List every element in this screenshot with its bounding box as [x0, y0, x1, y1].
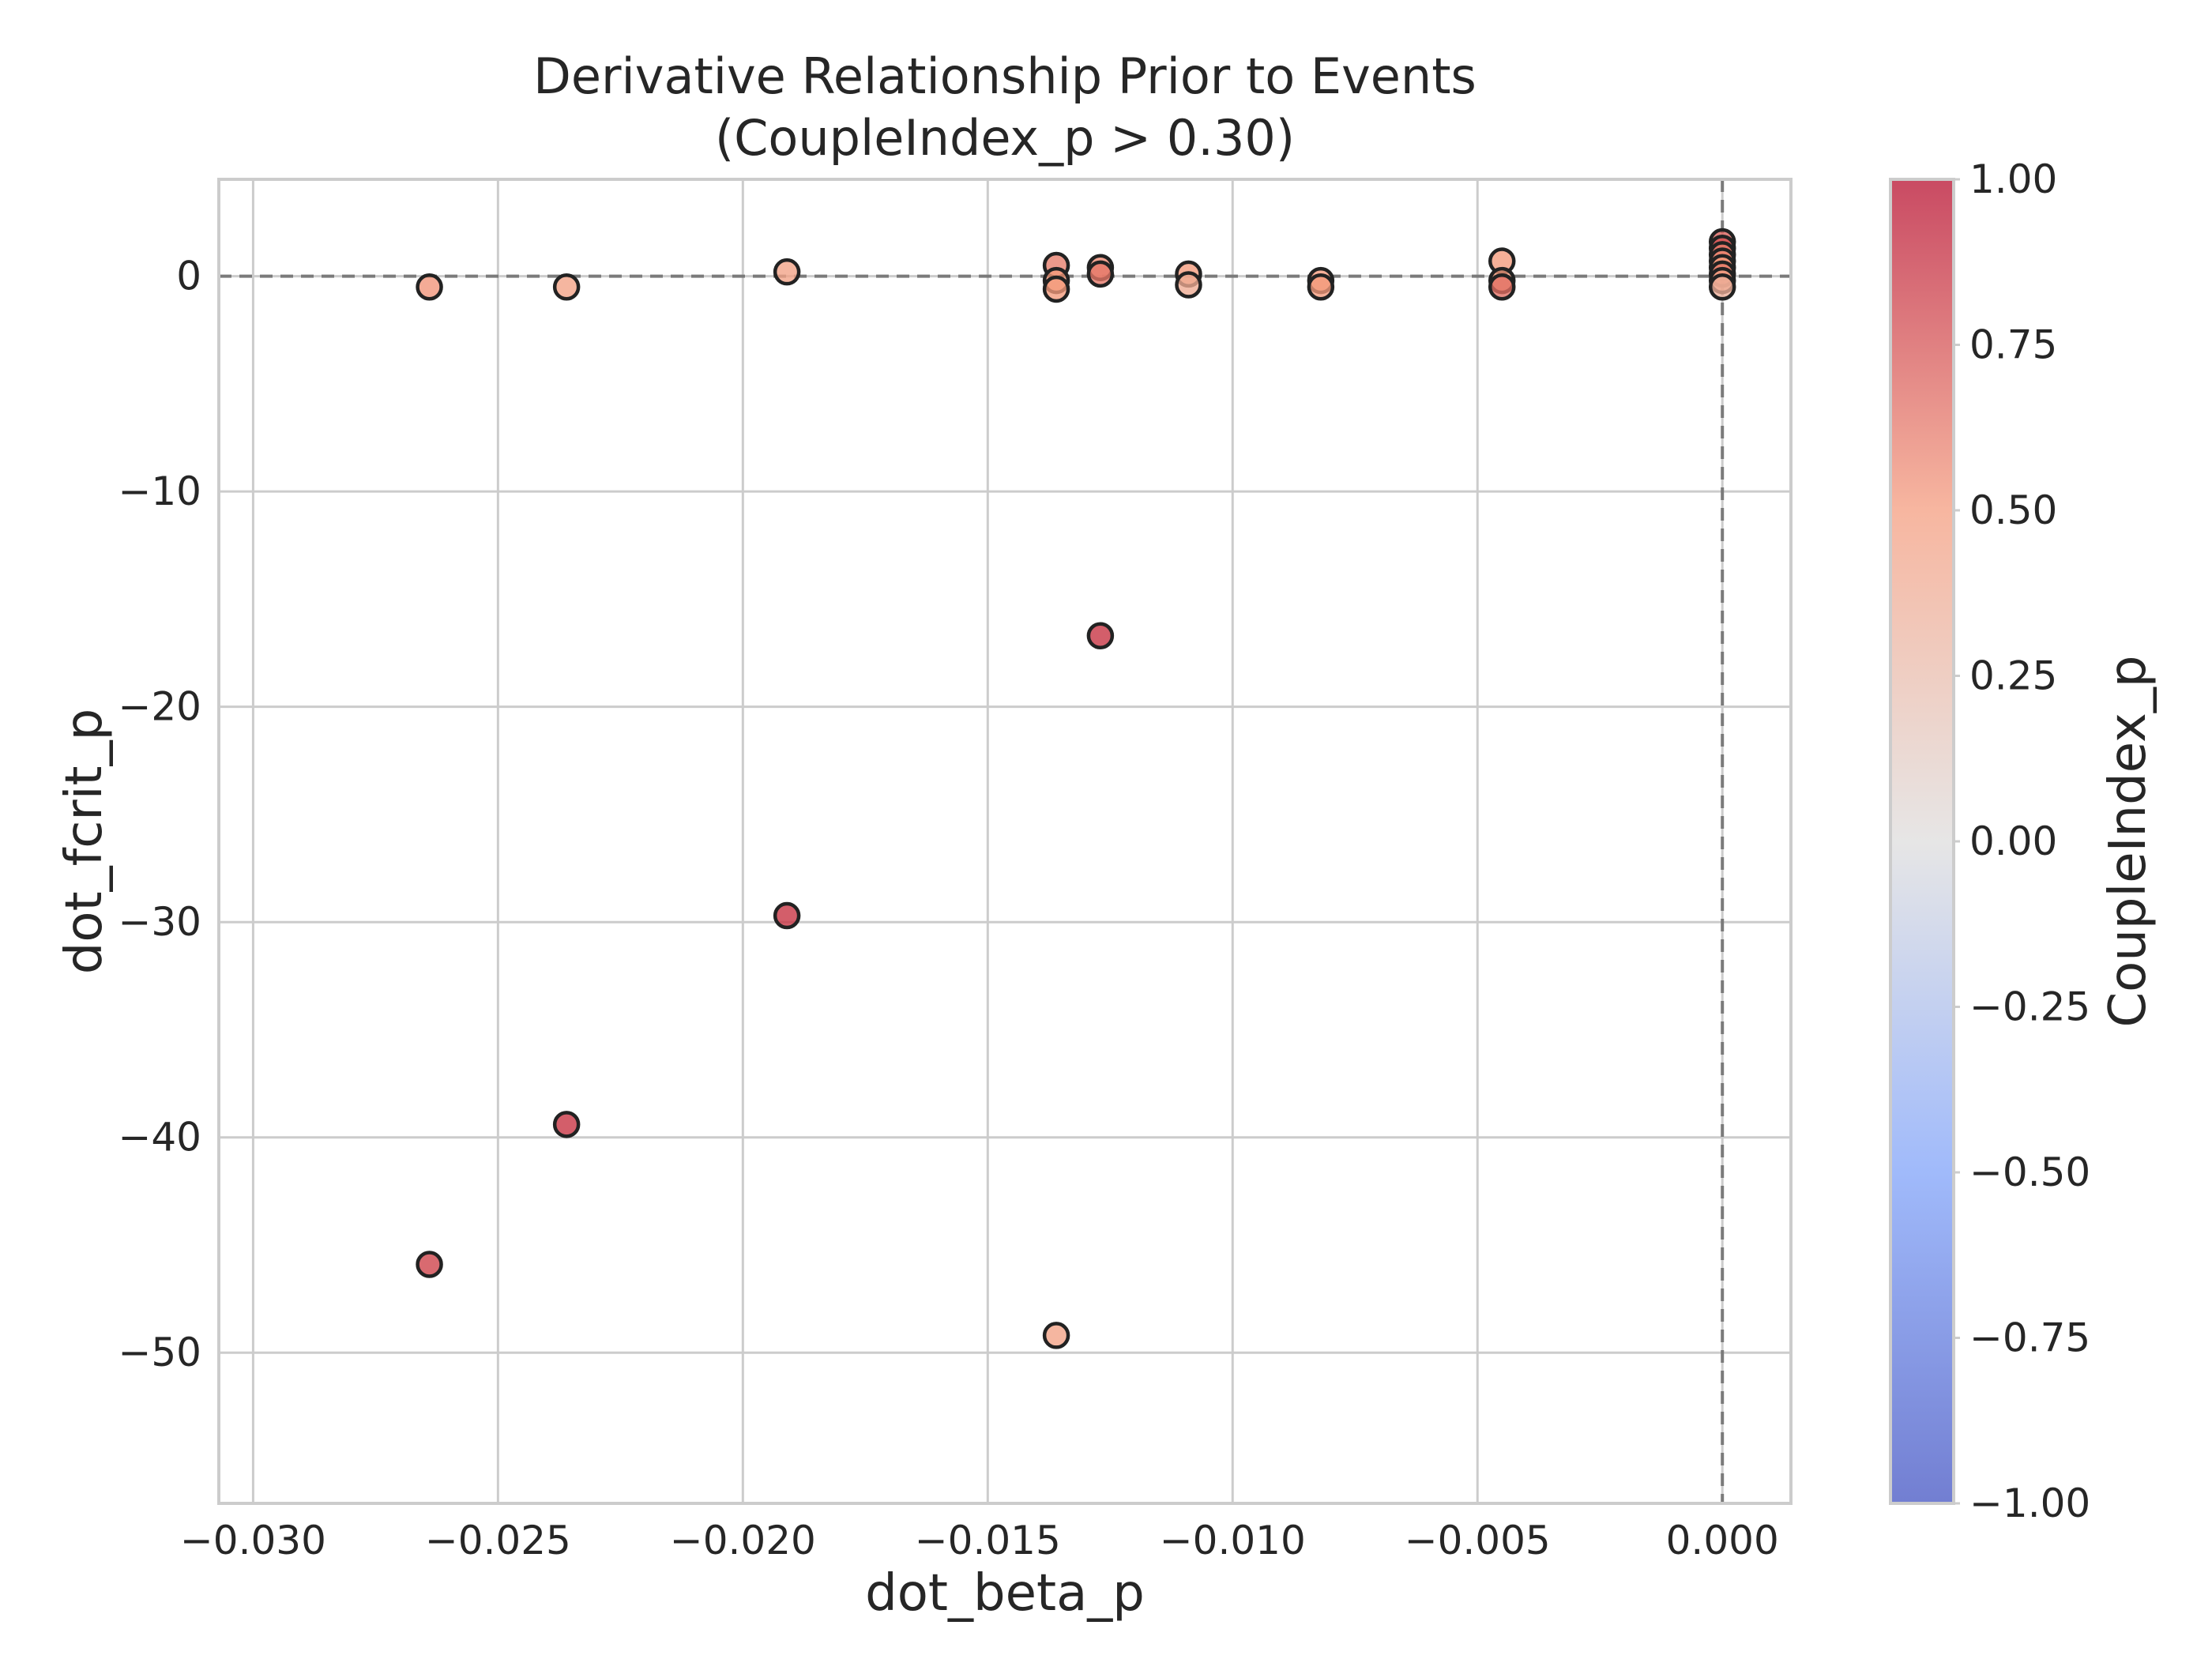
colorbar-tick-label: 0.00 — [1969, 818, 2057, 864]
x-tick-label: −0.020 — [670, 1518, 816, 1563]
chart-title: Derivative Relationship Prior to Events — [533, 47, 1477, 105]
x-tick-label: −0.015 — [915, 1518, 1061, 1563]
colorbar-tick-labels: 1.00 0.75 0.50 0.25 0.00 −0.25 −0.50 −0.75 −1.00 — [1954, 156, 2090, 1526]
x-tick-label: −0.025 — [425, 1518, 571, 1563]
reference-lines — [219, 179, 1791, 1503]
colorbar-tick-label: −0.75 — [1969, 1315, 2090, 1361]
scatter-point — [552, 1111, 581, 1138]
colorbar: 1.00 0.75 0.50 0.25 0.00 −0.25 −0.50 −0.75 −1.00… — [1889, 156, 2157, 1526]
colorbar-tick-label: 1.00 — [1969, 156, 2057, 202]
scatter-point — [773, 901, 801, 930]
x-tick-label: −0.005 — [1405, 1518, 1551, 1563]
y-tick-label: 0 — [176, 254, 201, 299]
scatter-point — [1307, 273, 1335, 301]
x-tick-label: −0.030 — [180, 1518, 326, 1563]
y-axis-label: dot_fcrit_p — [55, 709, 114, 974]
data-points — [416, 228, 1736, 1349]
y-tick-label: −30 — [118, 899, 201, 945]
x-tick-label: 0.000 — [1666, 1518, 1779, 1563]
y-tick-labels: 0 −10 −20 −30 −40 −50 — [118, 254, 201, 1376]
scatter-point — [1042, 1322, 1070, 1349]
scatter-point — [773, 258, 801, 286]
colorbar-tick-label: 0.50 — [1969, 487, 2057, 533]
colorbar-tick-label: −1.00 — [1969, 1480, 2090, 1526]
colorbar-gradient — [1889, 178, 1955, 1505]
x-tick-label: −0.010 — [1160, 1518, 1306, 1563]
scatter-point — [552, 273, 581, 301]
y-tick-label: −50 — [118, 1330, 201, 1375]
chart-subtitle: (CoupleIndex_p > 0.30) — [715, 109, 1295, 167]
scatter-point — [1042, 275, 1070, 303]
plot-frame — [217, 178, 1793, 1505]
y-tick-label: −10 — [118, 468, 201, 514]
scatter-point — [416, 273, 443, 301]
colorbar-tick-label: −0.50 — [1969, 1149, 2090, 1195]
x-tick-labels: −0.030 −0.025 −0.020 −0.015 −0.010 −0.005 0.00… — [180, 1518, 1779, 1563]
scatter-point — [1086, 260, 1115, 288]
scatter-point — [1175, 271, 1202, 299]
scatter-point — [1086, 622, 1115, 649]
scatter-point — [416, 1251, 443, 1278]
scatter-point — [1488, 273, 1516, 301]
y-tick-label: −40 — [118, 1115, 201, 1161]
colorbar-tick-label: −0.25 — [1969, 984, 2090, 1030]
colorbar-tick-label: 0.75 — [1969, 322, 2057, 368]
y-tick-label: −20 — [118, 684, 201, 730]
grid — [219, 179, 1791, 1503]
colorbar-tick-label: 0.25 — [1969, 653, 2057, 699]
x-axis-label: dot_beta_p — [865, 1564, 1145, 1623]
scatter-point — [1708, 273, 1736, 301]
colorbar-label: CoupleIndex_p — [2099, 656, 2157, 1028]
